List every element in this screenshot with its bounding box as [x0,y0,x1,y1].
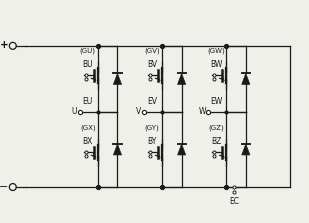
Text: (GX): (GX) [80,124,96,131]
Text: EV: EV [147,97,157,106]
Text: (GW): (GW) [207,47,225,54]
Text: BV: BV [147,60,157,69]
Text: EU: EU [83,97,93,106]
Polygon shape [242,74,250,84]
Text: BW: BW [210,60,222,69]
Polygon shape [113,74,121,84]
Text: (GZ): (GZ) [208,124,224,131]
Text: U: U [71,107,77,116]
Text: +: + [0,40,8,50]
Text: (GU): (GU) [80,47,96,54]
Polygon shape [242,144,250,155]
Text: EW: EW [210,97,222,106]
Text: −: − [0,182,9,192]
Text: EC: EC [229,197,239,206]
Text: BX: BX [83,137,93,146]
Polygon shape [178,144,186,155]
Polygon shape [113,144,121,155]
Text: (GV): (GV) [144,47,160,54]
Polygon shape [178,74,186,84]
Text: W: W [199,107,206,116]
Text: BU: BU [83,60,93,69]
Text: V: V [136,107,141,116]
Text: BZ: BZ [211,137,221,146]
Text: (GY): (GY) [145,124,159,131]
Text: BY: BY [147,137,157,146]
